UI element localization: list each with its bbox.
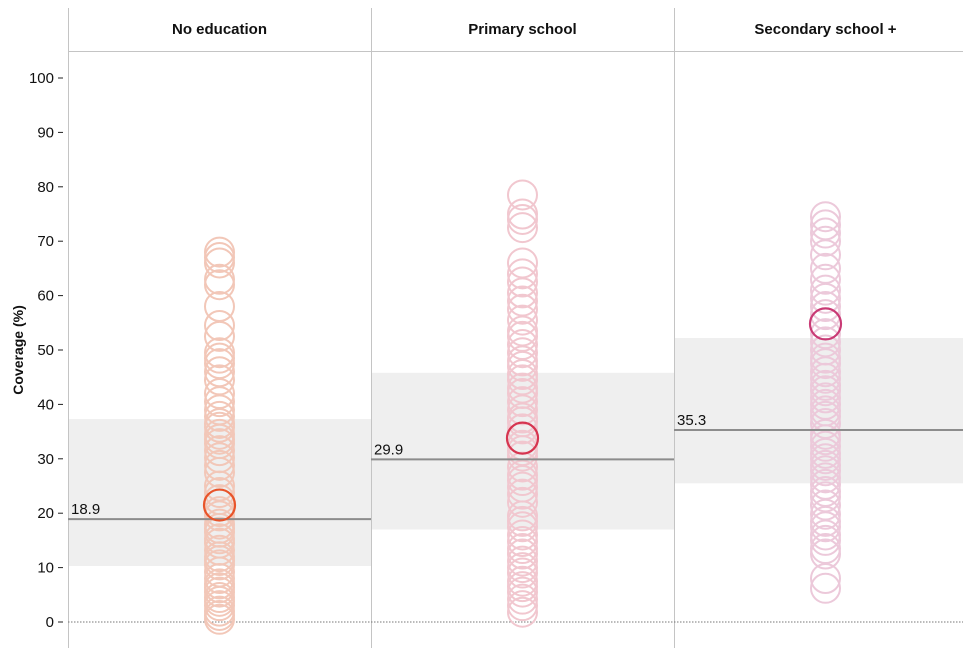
median-label: 35.3	[677, 412, 706, 429]
data-point	[507, 266, 538, 298]
data-point	[204, 534, 235, 566]
panel-frame	[68, 8, 963, 648]
data-point	[507, 372, 538, 404]
data-point	[810, 342, 841, 374]
data-point	[810, 468, 841, 500]
data-point	[507, 596, 538, 628]
data-point	[507, 386, 538, 418]
data-point	[810, 263, 841, 295]
data-point	[507, 212, 538, 244]
data-point	[507, 258, 538, 290]
data-point	[204, 236, 235, 268]
data-point	[507, 285, 538, 317]
data-point	[507, 179, 538, 211]
data-point	[507, 590, 538, 622]
data-point	[507, 478, 538, 510]
data-point	[204, 364, 235, 396]
data-point	[507, 471, 538, 503]
data-point	[204, 477, 235, 509]
data-point	[810, 318, 841, 350]
data-point	[507, 293, 538, 325]
panel-header: Secondary school +	[754, 21, 896, 38]
data-point	[507, 545, 538, 577]
y-tick-label: 20	[37, 505, 54, 522]
data-point	[810, 299, 841, 331]
data-point	[810, 449, 841, 481]
data-point	[507, 525, 538, 557]
data-point	[204, 400, 235, 432]
panel-header: Primary school	[468, 21, 576, 38]
data-point	[810, 290, 841, 322]
data-point	[507, 565, 538, 597]
data-point	[204, 442, 235, 474]
y-tick-label: 70	[37, 233, 54, 250]
data-point	[507, 519, 538, 551]
data-point	[507, 583, 538, 615]
data-point	[810, 326, 841, 358]
y-tick-label: 10	[37, 560, 54, 577]
data-point	[507, 533, 538, 565]
data-point	[204, 508, 235, 540]
data-point	[810, 334, 841, 366]
data-point	[204, 418, 235, 450]
y-tick-label: 60	[37, 288, 54, 305]
data-point	[507, 198, 538, 230]
data-point	[810, 217, 841, 249]
data-point	[204, 337, 235, 369]
data-point	[204, 356, 235, 388]
data-point	[810, 209, 841, 241]
data-point	[204, 242, 235, 274]
panel-header: No education	[172, 21, 267, 38]
data-point	[810, 369, 841, 401]
data-point	[204, 263, 235, 295]
data-point	[507, 304, 538, 336]
data-point	[810, 252, 841, 284]
y-axis-label: Coverage (%)	[10, 305, 26, 394]
highlight-point	[202, 488, 237, 522]
median-lines: 18.9 29.9 35.3	[68, 307, 963, 522]
median-label: 29.9	[374, 441, 403, 458]
data-point	[810, 572, 841, 604]
data-point	[204, 523, 235, 555]
y-tick-label: 0	[46, 614, 54, 631]
data-point	[507, 413, 538, 445]
data-point	[810, 388, 841, 420]
data-point	[810, 489, 841, 521]
y-tick-label: 30	[37, 451, 54, 468]
highlight-point	[505, 421, 540, 455]
data-point	[810, 201, 841, 233]
y-tick-label: 50	[37, 342, 54, 359]
data-point	[810, 475, 841, 507]
data-point	[204, 449, 235, 481]
data-point	[507, 247, 538, 279]
data-point	[810, 462, 841, 494]
y-tick-label: 90	[37, 124, 54, 141]
data-point	[507, 552, 538, 584]
data-point	[810, 407, 841, 439]
data-point	[810, 225, 841, 257]
data-point	[507, 486, 538, 518]
panel-headers: No education Primary school Secondary scho…	[172, 21, 897, 38]
median-label: 18.9	[71, 501, 100, 518]
highlight-point	[808, 307, 843, 341]
data-point	[810, 274, 841, 306]
y-tick-label: 40	[37, 396, 54, 413]
data-point	[204, 310, 235, 342]
data-points	[204, 179, 841, 635]
data-point	[810, 395, 841, 427]
data-point	[204, 435, 235, 467]
y-tick-label: 100	[29, 70, 54, 87]
data-point	[507, 451, 538, 483]
data-point	[507, 329, 538, 361]
data-point	[810, 533, 841, 565]
data-point	[507, 337, 538, 369]
data-point	[204, 290, 235, 322]
y-tick-label: 80	[37, 179, 54, 196]
data-point	[810, 382, 841, 414]
iqr-band	[371, 372, 674, 530]
y-axis-ticks: 0 10 20 30 40 50 60 70 80 90 100	[29, 70, 63, 631]
